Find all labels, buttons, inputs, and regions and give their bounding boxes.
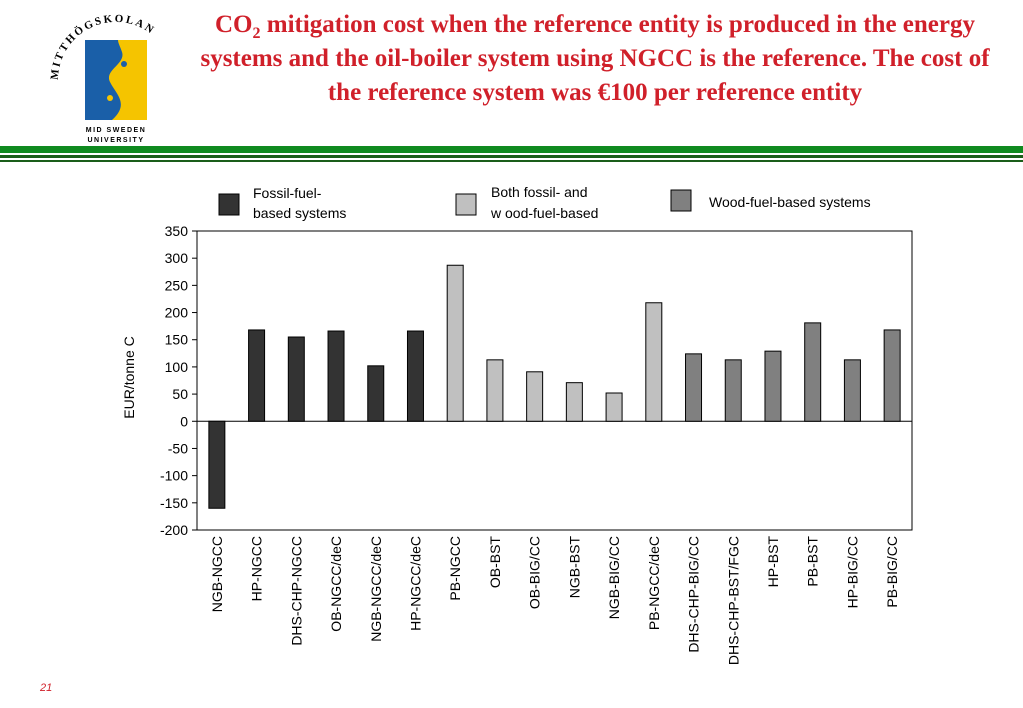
- chart-legend: Fossil-fuel-based systems Both fossil- an…: [218, 184, 871, 221]
- legend-label: w ood-fuel-based: [490, 205, 598, 221]
- x-tick-label: DHS-CHP-BIG/CC: [686, 536, 702, 653]
- bar: [486, 359, 504, 422]
- x-tick-label: HP-NGCC/deC: [407, 536, 423, 631]
- x-tick-label: HP-NGCC: [249, 536, 265, 601]
- header-stripe-thinner: [0, 160, 1023, 162]
- logo-dot-top: [121, 61, 127, 67]
- university-logo: MITTHÖGSKOLAN MID SWEDEN UNIVERSITY: [49, 8, 190, 148]
- slide-title: CO2 mitigation cost when the reference e…: [182, 8, 1008, 110]
- x-tick-label: HP-BST: [765, 536, 781, 588]
- x-tick-label: OB-NGCC/deC: [328, 536, 344, 632]
- legend-swatch: [218, 193, 240, 216]
- plot-frame: [196, 230, 913, 531]
- x-tick-label: OB-BIG/CC: [527, 536, 543, 609]
- bar: [248, 329, 266, 422]
- y-tick-label: 50: [172, 386, 188, 402]
- logo-emblem: [108, 40, 147, 120]
- bar: [883, 329, 901, 422]
- bar: [287, 336, 305, 422]
- legend-label: Fossil-fuel-: [253, 185, 322, 201]
- bar: [724, 359, 742, 422]
- x-tick-label: HP-BIG/CC: [844, 536, 860, 608]
- chart-x-labels: NGB-NGCC HP-NGCC DHS-CHP-NGCC OB-NGCC/deC NG…: [209, 536, 900, 666]
- bar: [526, 371, 544, 422]
- header-stripe-thin: [0, 155, 1023, 158]
- y-tick-label: 300: [165, 250, 189, 266]
- y-tick-label: -100: [160, 468, 188, 484]
- logo-text-line2: UNIVERSITY: [87, 137, 144, 144]
- y-tick-label: 200: [165, 305, 189, 321]
- y-tick-label: -150: [160, 495, 188, 511]
- title-subscript: 2: [252, 25, 261, 42]
- x-tick-label: NGB-BIG/CC: [606, 536, 622, 619]
- page-number: 21: [40, 682, 53, 694]
- x-tick-label: PB-BST: [805, 536, 821, 587]
- header-stripe-thick: [0, 146, 1023, 153]
- x-tick-label: OB-BST: [487, 536, 503, 589]
- title-text-co: CO: [215, 11, 253, 38]
- x-tick-label: DHS-CHP-BST/FGC: [725, 536, 741, 665]
- x-tick-label: DHS-CHP-NGCC: [288, 536, 304, 646]
- logo-text-line1: MID SWEDEN: [86, 127, 147, 134]
- y-tick-label: -200: [160, 522, 188, 538]
- bar: [565, 382, 583, 422]
- legend-label: Wood-fuel-based systems: [709, 194, 871, 210]
- x-tick-label: NGB-NGCC/deC: [368, 536, 384, 642]
- bar: [605, 392, 623, 422]
- y-tick-label: 150: [165, 332, 189, 348]
- chart-axes: 350 300 250 200 150 100 50 0 -50 -100 -150 -200 EUR/…: [121, 223, 913, 538]
- legend-swatch: [455, 193, 477, 216]
- bar: [327, 330, 345, 422]
- bar: [406, 330, 424, 422]
- legend-label: Both fossil- and: [491, 184, 588, 200]
- y-tick-label: 250: [165, 277, 189, 293]
- chart-bars: [208, 264, 901, 509]
- bar: [843, 359, 861, 422]
- y-axis-label: EUR/tonne C: [121, 336, 137, 418]
- y-tick-label: 350: [165, 223, 189, 239]
- bar: [685, 353, 703, 422]
- y-tick-label: 100: [165, 359, 189, 375]
- bar: [645, 302, 663, 422]
- x-tick-label: PB-NGCC/deC: [646, 536, 662, 630]
- legend-swatch: [670, 189, 692, 212]
- bar: [446, 264, 464, 422]
- y-tick-label: -50: [168, 440, 188, 456]
- bar: [208, 420, 226, 509]
- legend-label: based systems: [253, 205, 346, 221]
- logo-dot-bottom: [107, 95, 113, 101]
- y-tick-label: 0: [180, 413, 188, 429]
- bar: [804, 322, 822, 422]
- bar: [764, 350, 782, 422]
- x-tick-label: PB-NGCC: [447, 536, 463, 601]
- title-text-rest: mitigation cost when the reference entit…: [200, 11, 990, 106]
- x-tick-label: PB-BIG/CC: [884, 536, 900, 608]
- bar: [367, 365, 385, 422]
- x-tick-label: NGB-BST: [566, 536, 582, 599]
- x-tick-label: NGB-NGCC: [209, 536, 225, 612]
